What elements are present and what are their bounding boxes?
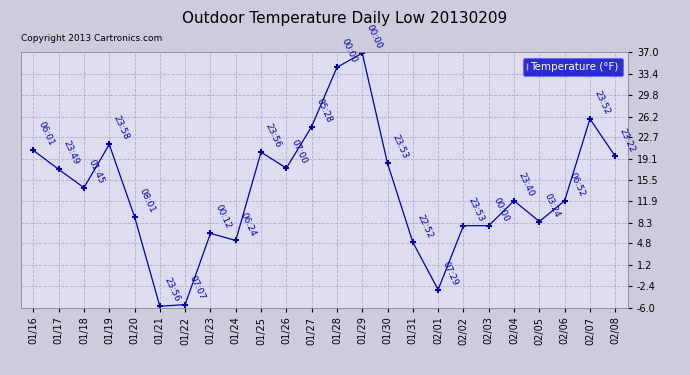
- Text: 07:07: 07:07: [188, 274, 207, 302]
- Text: 23:56: 23:56: [264, 122, 283, 149]
- Text: 23:52: 23:52: [593, 89, 612, 116]
- Text: 23:22: 23:22: [618, 127, 637, 153]
- Text: 23:58: 23:58: [112, 114, 131, 142]
- Text: 03:24: 03:24: [542, 192, 561, 219]
- Text: 23:40: 23:40: [517, 171, 536, 198]
- Text: 23:53: 23:53: [391, 134, 409, 160]
- Legend: Temperature (°F): Temperature (°F): [523, 58, 622, 76]
- Text: Outdoor Temperature Daily Low 20130209: Outdoor Temperature Daily Low 20130209: [182, 11, 508, 26]
- Text: 07:29: 07:29: [441, 260, 460, 287]
- Text: 23:49: 23:49: [61, 140, 81, 166]
- Text: 05:28: 05:28: [315, 97, 333, 124]
- Text: 06:24: 06:24: [239, 211, 257, 238]
- Text: Copyright 2013 Cartronics.com: Copyright 2013 Cartronics.com: [21, 34, 162, 43]
- Text: 07:00: 07:00: [289, 138, 308, 165]
- Text: 06:01: 06:01: [36, 120, 55, 148]
- Text: 00:00: 00:00: [339, 37, 359, 64]
- Text: 08:01: 08:01: [137, 187, 157, 214]
- Text: 23:53: 23:53: [466, 196, 485, 223]
- Text: 06:52: 06:52: [567, 171, 586, 198]
- Text: 22:52: 22:52: [415, 213, 435, 240]
- Text: 00:00: 00:00: [491, 196, 511, 223]
- Text: 00:00: 00:00: [365, 23, 384, 50]
- Text: 23:56: 23:56: [163, 276, 181, 303]
- Text: 01:45: 01:45: [87, 158, 106, 185]
- Text: 00:12: 00:12: [213, 204, 233, 231]
